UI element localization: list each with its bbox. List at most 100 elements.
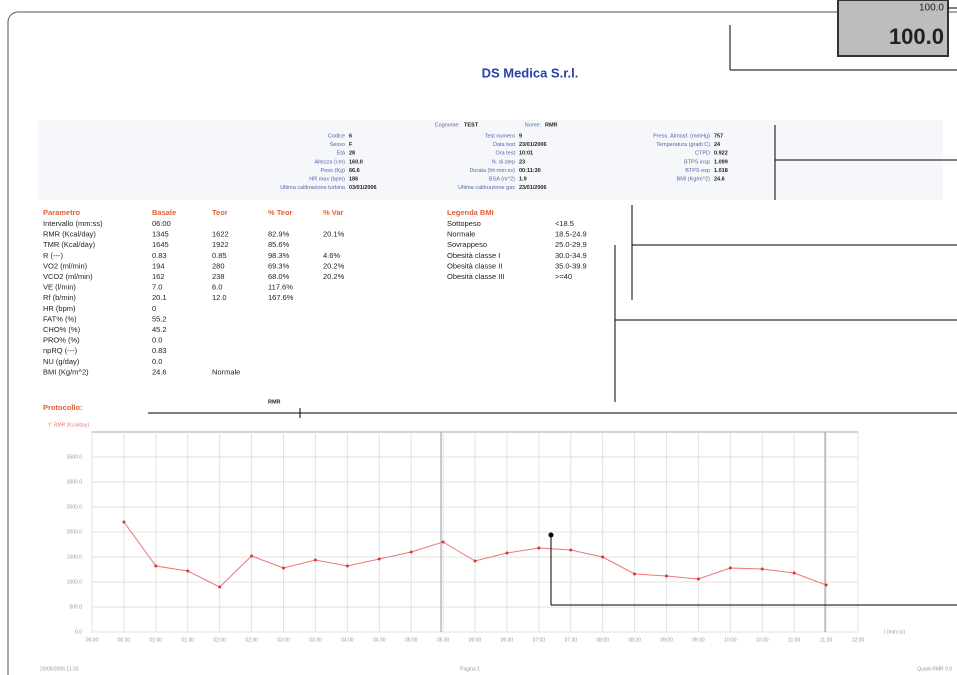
- table-cell: 1622: [212, 230, 229, 239]
- field-value: 1.099: [714, 159, 728, 165]
- field-value: 10:01: [519, 151, 533, 157]
- x-tick-label: 11:30: [820, 637, 832, 643]
- field-value: 23/01/2006: [519, 185, 547, 191]
- field-label: Codice: [328, 133, 345, 139]
- field-value: 0.922: [714, 151, 728, 157]
- x-tick-label: 06:00: [469, 637, 482, 643]
- table-cell: 20.2%: [323, 261, 345, 270]
- y-tick-label: 2500.0: [67, 504, 83, 510]
- x-tick-label: 00:30: [118, 637, 131, 643]
- table-cell: BMI (Kg/m^2): [43, 367, 89, 376]
- x-tick-label: 01:00: [150, 637, 163, 643]
- legend-range: 30.0-34.9: [555, 251, 587, 260]
- table-cell: 7.0: [152, 283, 162, 292]
- x-tick-label: 08:00: [596, 637, 609, 643]
- table-cell: 0.83: [152, 251, 167, 260]
- callouts: [148, 7, 957, 606]
- field-label: Altezza (cm): [314, 159, 345, 165]
- table-cell: npRQ (---): [43, 346, 78, 355]
- table-cell: 280: [212, 261, 225, 270]
- x-tick-label: 07:00: [533, 637, 546, 643]
- field-value: 160.0: [349, 159, 363, 165]
- table-cell: FAT% (%): [43, 314, 77, 323]
- table-cell: 238: [212, 272, 225, 281]
- company: DS Medica S.r.l.: [482, 65, 579, 80]
- table-cell: VCO2 (ml/min): [43, 272, 93, 281]
- x-tick-label: 04:00: [341, 637, 354, 643]
- data-point: [345, 564, 349, 568]
- footer-software: Quark RMR 9.0: [917, 666, 952, 672]
- field-label: BSA (m^2): [489, 176, 515, 182]
- page-frame: [7, 11, 957, 675]
- x-tick-label: 08:30: [628, 637, 641, 643]
- field-label: Ora test: [495, 151, 515, 157]
- table-cell: CHO% (%): [43, 325, 81, 334]
- y-tick-label: 0.0: [75, 629, 82, 635]
- data-point: [186, 569, 190, 573]
- table-cell: 0.83: [152, 346, 167, 355]
- table-cell: 20.1: [152, 293, 167, 302]
- protocol-label: Protocollo:: [43, 403, 83, 412]
- x-tick-label: 04:30: [373, 637, 386, 643]
- legend-range: >=40: [555, 272, 572, 281]
- table-cell: 0.85: [212, 251, 227, 260]
- field-label: Sesso: [330, 142, 345, 148]
- legend-range: 35.0-39.9: [555, 261, 587, 270]
- field-label: Peso (Kg): [321, 168, 346, 174]
- data-point: [537, 546, 541, 550]
- field-value: 9: [519, 133, 522, 139]
- field-label: BTPS insp: [684, 159, 710, 165]
- legend-range: <18.5: [555, 219, 574, 228]
- y-tick-label: 3500.0: [67, 454, 83, 460]
- data-point: [441, 540, 445, 544]
- x-tick-label: 02:00: [213, 637, 226, 643]
- data-point: [154, 564, 158, 568]
- table-cell: 24.6: [152, 367, 167, 376]
- table-header: Parametro: [43, 208, 81, 217]
- field-value: 23/01/2006: [519, 142, 547, 148]
- table-cell: 167.6%: [268, 293, 294, 302]
- legend-range: 25.0-29.9: [555, 240, 587, 249]
- legend-class: Obesità classe II: [447, 261, 502, 270]
- chart: Y: RMR (Kcal/day) t (mm:ss) 0.0 500.0 1000.0…: [48, 422, 905, 643]
- table-cell: VO2 (ml/min): [43, 261, 88, 270]
- table-cell: 0.0: [152, 357, 162, 366]
- table-cell: Normale: [212, 367, 240, 376]
- footer-page: Pagina 1: [460, 666, 480, 672]
- table-header: Teor: [212, 208, 228, 217]
- table-cell: 68.0%: [268, 272, 290, 281]
- table-header: % Var: [323, 208, 344, 217]
- table-cell: 0.0: [152, 336, 162, 345]
- x-axis-label: t (mm:ss): [884, 629, 905, 635]
- table-cell: 162: [152, 272, 165, 281]
- data-point: [377, 557, 381, 561]
- badge-large: 100.0: [889, 24, 944, 49]
- table-cell: 1645: [152, 240, 169, 249]
- data-point: [760, 567, 764, 571]
- field-label: Durata (hh:mm:ss): [469, 168, 515, 174]
- field-label: BMI (Kg/m^2): [677, 176, 711, 182]
- x-tick-label: 03:00: [277, 637, 290, 643]
- table-cell: TMR (Kcal/day): [43, 240, 96, 249]
- table-header: % Teor: [268, 208, 293, 217]
- field-label: Temperatura (gradi C): [656, 142, 710, 148]
- table-cell: 85.6%: [268, 240, 290, 249]
- table-cell: 55.2: [152, 314, 167, 323]
- y-axis-label: Y: RMR (Kcal/day): [48, 422, 89, 428]
- field-value: 23: [519, 159, 525, 165]
- legend-title: Legenda BMI: [447, 208, 494, 217]
- table-cell: VE (l/min): [43, 283, 76, 292]
- table-cell: NU (g/day): [43, 357, 80, 366]
- legend-class: Sovrappeso: [447, 240, 487, 249]
- y-tick-label: 1500.0: [67, 554, 83, 560]
- data-point: [633, 572, 637, 576]
- field-value: 186: [349, 176, 358, 182]
- x-tick-label: 02:30: [245, 637, 258, 643]
- x-tick-label: 10:00: [724, 637, 737, 643]
- data-point: [728, 566, 732, 570]
- table-cell: 1922: [212, 240, 229, 249]
- data-point: [665, 574, 668, 578]
- data-point: [824, 583, 828, 587]
